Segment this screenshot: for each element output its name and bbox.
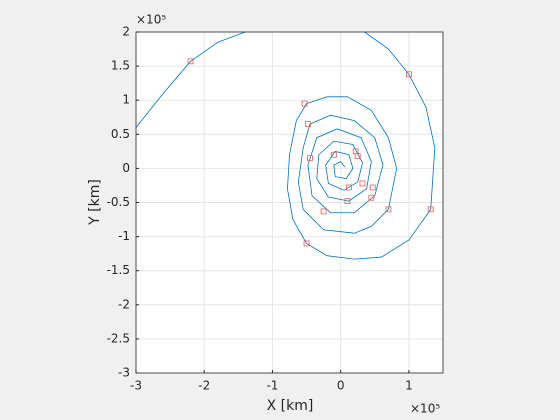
marker (427, 206, 434, 213)
y-tick-label: -2 (118, 297, 130, 311)
marker (301, 100, 308, 107)
marker (305, 121, 311, 127)
x-tick-label: -2 (198, 379, 210, 393)
x-tick-label: 0 (337, 379, 345, 393)
y-tick-label: -2.5 (107, 331, 130, 345)
y-tick-label: 0 (122, 161, 130, 175)
plot-layer (135, 31, 443, 374)
marker (303, 240, 310, 247)
marker (307, 155, 313, 162)
x-exponent: ×10⁵ (410, 402, 440, 416)
x-tick-label: -3 (130, 379, 142, 393)
marker (187, 58, 194, 65)
y-tick-label: 1.5 (111, 59, 130, 73)
y-tick-label: 0.5 (111, 127, 130, 141)
y-exponent: ×10⁵ (136, 13, 166, 27)
x-tick-label: 1 (405, 379, 413, 393)
y-tick-label: 1 (122, 93, 130, 107)
marker (344, 198, 351, 205)
marker (369, 184, 376, 191)
marker (320, 208, 327, 215)
marker (405, 71, 412, 78)
x-tick-label: -1 (266, 379, 278, 393)
marker (359, 180, 366, 187)
y-tick-label: -1.5 (107, 263, 130, 277)
y-tick-label: -1 (118, 229, 130, 243)
y-tick-label: 2 (122, 25, 130, 39)
marker (330, 151, 337, 158)
y-tick-label: -0.5 (107, 195, 130, 209)
x-axis-label: X [km] (267, 398, 314, 414)
marker (368, 194, 375, 201)
y-axis-label: Y [km] (87, 179, 103, 226)
y-tick-label: -3 (118, 366, 130, 380)
marker (354, 153, 361, 160)
marker (345, 184, 352, 191)
marker (385, 206, 392, 213)
